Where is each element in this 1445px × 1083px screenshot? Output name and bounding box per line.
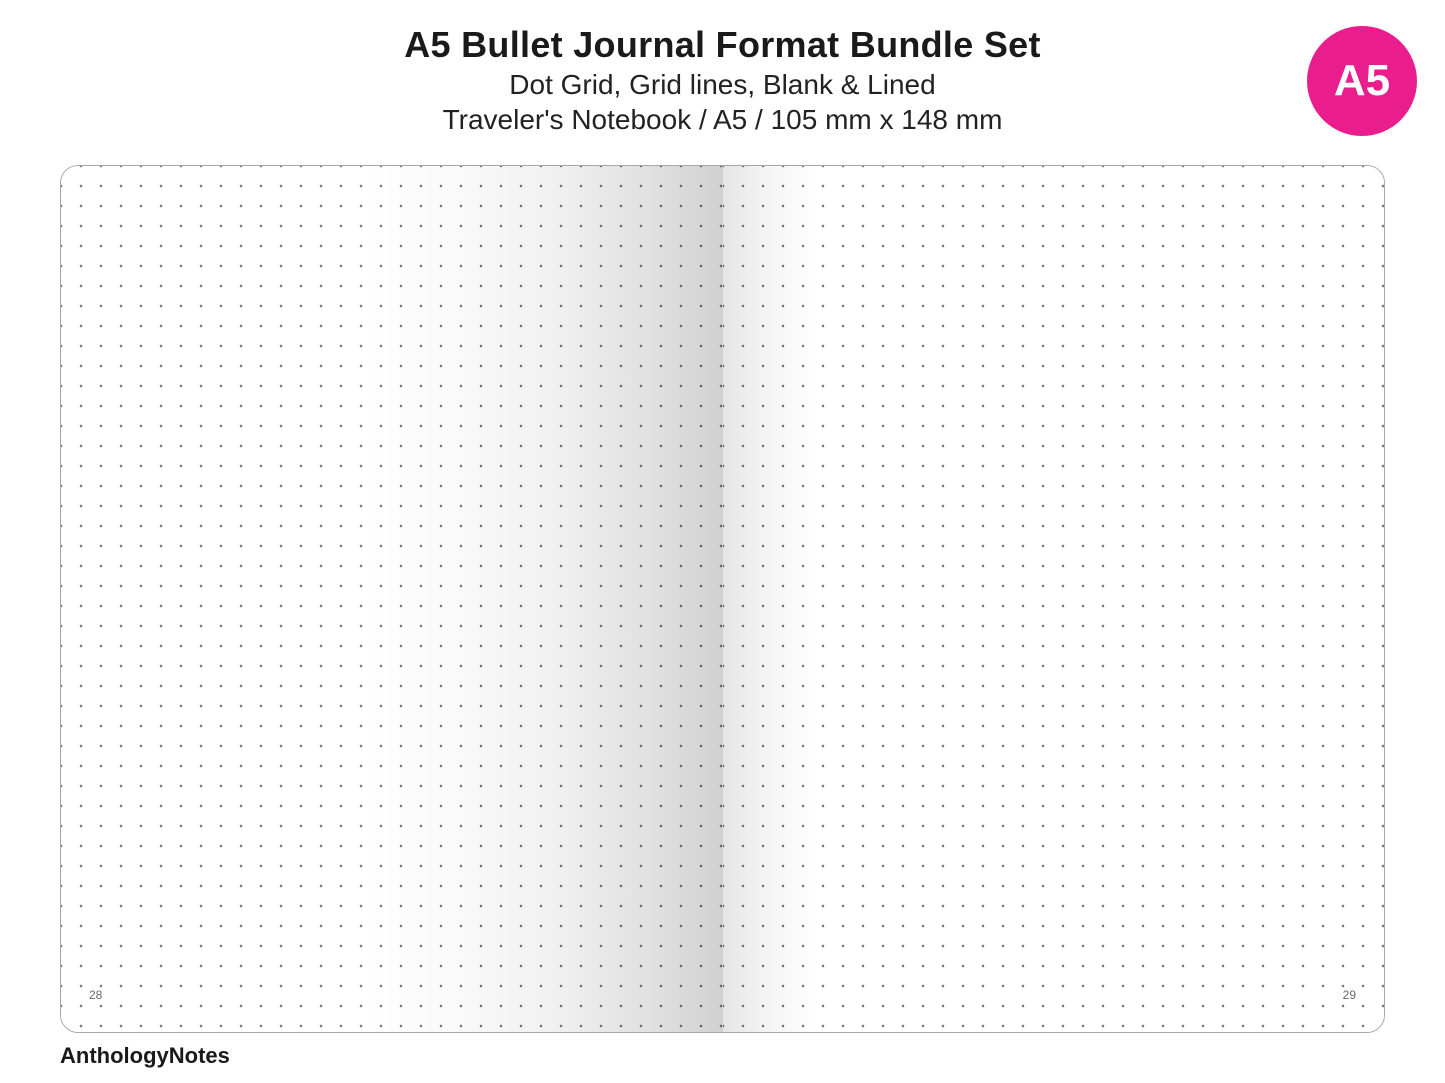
page-number-left: 28: [89, 988, 102, 1002]
product-subtitle-2: Traveler's Notebook / A5 / 105 mm x 148 …: [0, 102, 1445, 137]
product-title: A5 Bullet Journal Format Bundle Set: [0, 22, 1445, 67]
size-badge: A5: [1307, 26, 1417, 136]
product-header: A5 Bullet Journal Format Bundle Set Dot …: [0, 0, 1445, 137]
brand-watermark: AnthologyNotes: [60, 1043, 230, 1069]
notebook-page-left: 28: [61, 166, 723, 1032]
page-number-right: 29: [1343, 988, 1356, 1002]
notebook-spread: 28 29: [60, 165, 1385, 1033]
product-subtitle-1: Dot Grid, Grid lines, Blank & Lined: [0, 67, 1445, 102]
notebook-page-right: 29: [723, 166, 1385, 1032]
